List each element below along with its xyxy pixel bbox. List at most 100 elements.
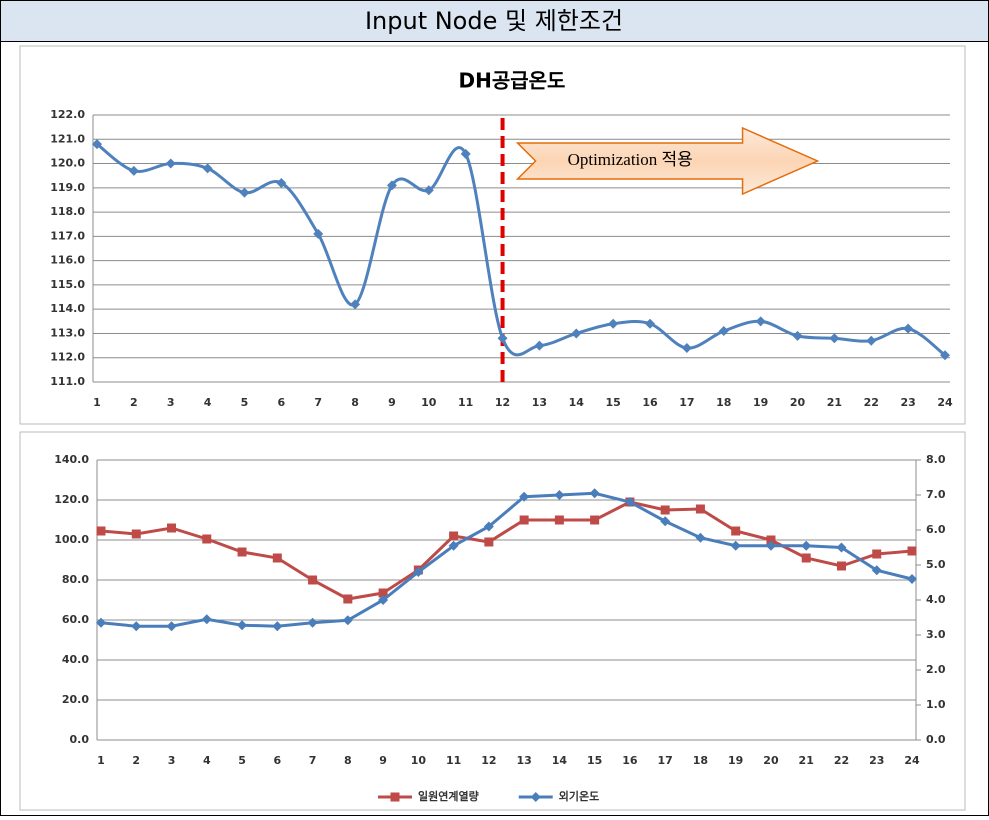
marker (201, 614, 212, 625)
marker (308, 575, 318, 585)
x-tick-label: 19 (728, 754, 743, 767)
marker (766, 535, 776, 545)
x-tick-label: 17 (658, 754, 673, 767)
marker (695, 504, 705, 514)
x-tick-label: 8 (351, 396, 359, 409)
x-tick-label: 21 (827, 396, 842, 409)
marker (940, 350, 950, 361)
marker (460, 148, 471, 159)
marker (390, 792, 400, 802)
marker (695, 532, 706, 543)
marker (660, 516, 671, 527)
marker (202, 163, 213, 174)
x-tick-label: 10 (421, 396, 437, 409)
marker (866, 335, 877, 346)
x-tick-label: 15 (606, 396, 621, 409)
y-tick-label: 60.0 (62, 613, 89, 626)
x-tick-label: 9 (379, 754, 387, 767)
header-title: Input Node 및 제한조건 (365, 7, 623, 35)
marker (96, 526, 106, 536)
marker (589, 488, 600, 499)
marker (449, 531, 459, 541)
y2-tick-label: 3.0 (926, 628, 946, 641)
x-tick-label: 18 (716, 396, 731, 409)
marker (239, 187, 250, 198)
x-tick-label: 4 (204, 396, 212, 409)
marker (237, 620, 248, 631)
marker (608, 318, 619, 329)
x-tick-label: 11 (458, 396, 473, 409)
x-tick-label: 24 (937, 396, 953, 409)
y-tick-label: 120.0 (50, 157, 85, 170)
marker (378, 595, 389, 605)
y2-tick-label: 0.0 (926, 733, 946, 746)
y-tick-label: 121.0 (50, 132, 85, 145)
marker (681, 343, 692, 354)
x-tick-label: 2 (132, 754, 140, 767)
x-tick-label: 20 (763, 754, 779, 767)
x-tick-label: 18 (693, 754, 708, 767)
marker (237, 547, 247, 557)
chart-panel (19, 45, 966, 425)
marker (765, 540, 776, 551)
marker (660, 505, 670, 515)
x-tick-label: 17 (679, 396, 694, 409)
marker (731, 526, 741, 536)
y-tick-label: 119.0 (50, 181, 85, 194)
marker (448, 540, 459, 551)
marker (350, 299, 361, 310)
x-tick-label: 13 (516, 754, 531, 767)
y2-tick-label: 2.0 (926, 663, 946, 676)
y-tick-label: 0.0 (70, 733, 90, 746)
marker (484, 537, 494, 547)
marker (307, 617, 318, 628)
x-tick-label: 5 (241, 396, 249, 409)
y-tick-label: 100.0 (54, 533, 89, 546)
y2-tick-label: 4.0 (926, 593, 946, 606)
marker (343, 594, 353, 604)
marker (907, 546, 917, 556)
x-tick-label: 5 (238, 754, 246, 767)
y-tick-label: 120.0 (54, 493, 89, 506)
marker (530, 792, 541, 802)
marker (903, 323, 914, 334)
y-tick-label: 115.0 (50, 278, 85, 291)
x-tick-label: 4 (203, 754, 211, 767)
marker (128, 165, 139, 176)
marker (730, 540, 741, 551)
marker (519, 515, 529, 525)
marker (92, 139, 102, 150)
marker (276, 177, 287, 188)
x-tick-label: 19 (753, 396, 768, 409)
x-tick-label: 14 (552, 754, 568, 767)
y2-tick-label: 7.0 (926, 488, 946, 501)
x-tick-label: 1 (93, 396, 101, 409)
y2-tick-label: 6.0 (926, 523, 946, 536)
marker (386, 180, 397, 191)
x-tick-label: 7 (309, 754, 317, 767)
x-tick-label: 24 (904, 754, 920, 767)
marker (342, 615, 353, 626)
annotation-text: Optimization 적용 (568, 150, 693, 169)
x-tick-label: 13 (532, 396, 547, 409)
y-tick-label: 112.0 (50, 351, 85, 364)
header-band (0, 0, 989, 42)
marker (272, 621, 283, 632)
x-tick-label: 16 (642, 396, 658, 409)
marker (755, 316, 766, 327)
marker (534, 340, 545, 351)
y-tick-label: 111.0 (50, 375, 85, 388)
x-tick-label: 2 (130, 396, 138, 409)
x-tick-label: 8 (344, 754, 352, 767)
marker (829, 333, 840, 344)
x-tick-label: 23 (900, 396, 915, 409)
x-tick-label: 23 (869, 754, 884, 767)
x-tick-label: 9 (388, 396, 396, 409)
marker (624, 497, 635, 507)
marker (645, 318, 656, 329)
x-tick-label: 3 (168, 754, 176, 767)
marker (166, 621, 177, 632)
marker (590, 515, 600, 525)
marker (836, 561, 846, 571)
